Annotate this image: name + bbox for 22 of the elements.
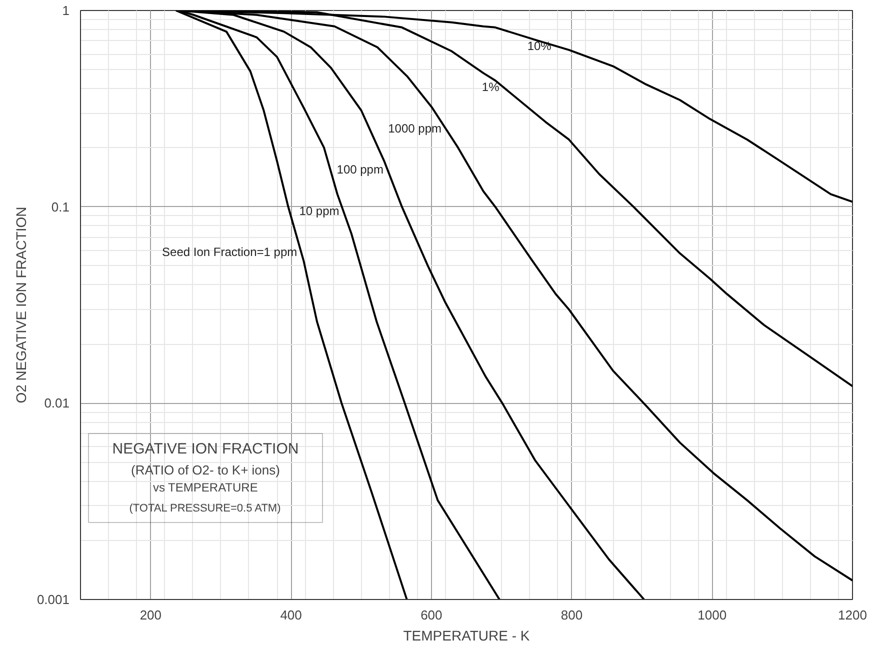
- annotation: (TOTAL PRESSURE=0.5 ATM): [129, 502, 281, 514]
- annotation: NEGATIVE ION FRACTION: [112, 440, 299, 458]
- series-label: 1000 ppm: [388, 121, 442, 136]
- x-tick-label: 400: [280, 608, 302, 622]
- y-tick-label: 1: [62, 3, 70, 18]
- x-tick-label: 600: [420, 608, 442, 622]
- y-tick-label: 0.001: [36, 592, 70, 607]
- series-label: 10 ppm: [299, 204, 340, 218]
- x-tick-label: 1200: [838, 608, 867, 622]
- annotation: vs TEMPERATURE: [152, 480, 258, 494]
- y-axis-title: O2 NEGATIVE ION FRACTION: [12, 206, 29, 404]
- y-tick-label: 0.01: [44, 396, 70, 411]
- x-axis-title: TEMPERATURE - K: [403, 628, 530, 644]
- x-tick-label: 200: [140, 608, 162, 622]
- annotation: (RATIO of O2- to K+ ions): [131, 462, 280, 478]
- x-tick-label: 800: [560, 608, 583, 622]
- y-tick-label: 0.1: [51, 199, 70, 214]
- x-tick-label: 1000: [698, 608, 727, 622]
- series-label: Seed Ion Fraction=1 ppm: [162, 244, 298, 259]
- series-label: 10%: [527, 38, 552, 53]
- series-label: 100 ppm: [336, 162, 384, 177]
- series-label: 1%: [482, 80, 500, 94]
